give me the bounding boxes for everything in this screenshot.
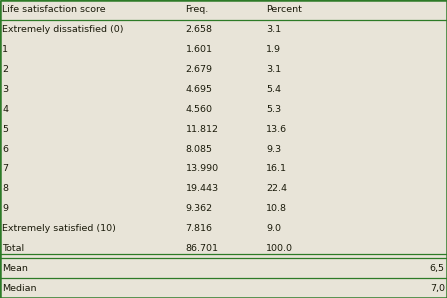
Text: 8.085: 8.085 bbox=[186, 145, 212, 153]
Text: 4.695: 4.695 bbox=[186, 85, 212, 94]
Text: 86.701: 86.701 bbox=[186, 244, 219, 253]
Text: 9.362: 9.362 bbox=[186, 204, 213, 213]
Text: 8: 8 bbox=[2, 184, 8, 193]
Text: 5.4: 5.4 bbox=[266, 85, 281, 94]
Text: 19.443: 19.443 bbox=[186, 184, 219, 193]
Text: 4: 4 bbox=[2, 105, 8, 114]
Text: Life satisfaction score: Life satisfaction score bbox=[2, 5, 106, 14]
Text: 9.3: 9.3 bbox=[266, 145, 281, 153]
Text: 2.658: 2.658 bbox=[186, 25, 212, 34]
Text: 11.812: 11.812 bbox=[186, 125, 219, 134]
Text: Mean: Mean bbox=[2, 264, 28, 273]
Text: Total: Total bbox=[2, 244, 24, 253]
Text: 100.0: 100.0 bbox=[266, 244, 293, 253]
Text: Percent: Percent bbox=[266, 5, 302, 14]
Text: 6: 6 bbox=[2, 145, 8, 153]
Text: 5.3: 5.3 bbox=[266, 105, 281, 114]
Text: 10.8: 10.8 bbox=[266, 204, 287, 213]
Text: 13.6: 13.6 bbox=[266, 125, 287, 134]
Text: 3.1: 3.1 bbox=[266, 65, 281, 74]
Text: 2: 2 bbox=[2, 65, 8, 74]
Text: 16.1: 16.1 bbox=[266, 164, 287, 173]
Text: 13.990: 13.990 bbox=[186, 164, 219, 173]
Text: 1.9: 1.9 bbox=[266, 45, 281, 54]
Text: 1.601: 1.601 bbox=[186, 45, 212, 54]
Text: Freq.: Freq. bbox=[186, 5, 209, 14]
Text: 2.679: 2.679 bbox=[186, 65, 212, 74]
Text: Median: Median bbox=[2, 284, 37, 293]
Text: 4.560: 4.560 bbox=[186, 105, 212, 114]
Text: 6,5: 6,5 bbox=[430, 264, 445, 273]
Text: 9: 9 bbox=[2, 204, 8, 213]
Text: 9.0: 9.0 bbox=[266, 224, 281, 233]
Text: 3: 3 bbox=[2, 85, 8, 94]
Text: 7,0: 7,0 bbox=[430, 284, 445, 293]
Text: Extremely dissatisfied (0): Extremely dissatisfied (0) bbox=[2, 25, 124, 34]
Text: 5: 5 bbox=[2, 125, 8, 134]
Text: Extremely satisfied (10): Extremely satisfied (10) bbox=[2, 224, 116, 233]
Text: 22.4: 22.4 bbox=[266, 184, 287, 193]
Text: 7.816: 7.816 bbox=[186, 224, 212, 233]
Text: 3.1: 3.1 bbox=[266, 25, 281, 34]
Text: 7: 7 bbox=[2, 164, 8, 173]
Text: 1: 1 bbox=[2, 45, 8, 54]
